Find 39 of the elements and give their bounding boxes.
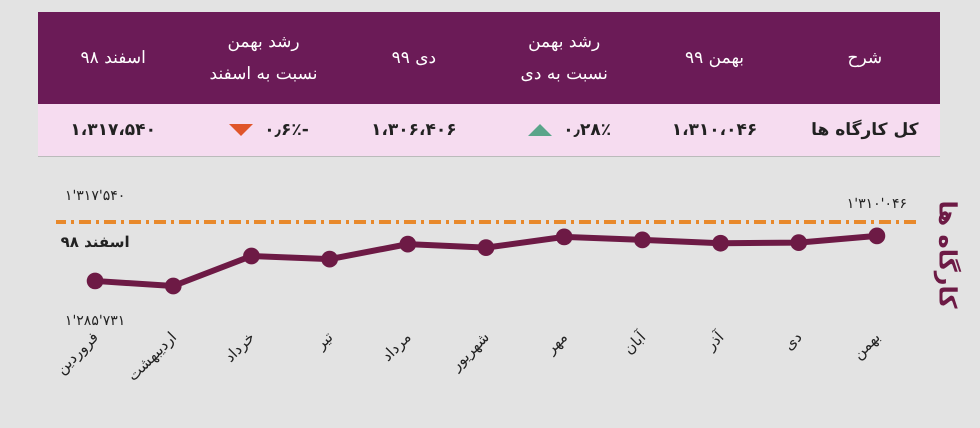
x-tick-label: بهمن [848, 328, 884, 363]
point [399, 236, 416, 252]
x-tick-label: آذر [700, 326, 728, 354]
ref-line-label: اسفند ۹۸ [60, 233, 130, 251]
text: دی ۹۹ [392, 48, 436, 68]
x-tick-label: اردیبهشت [124, 328, 180, 385]
point [790, 234, 808, 251]
text: -۰٫۶٪ [264, 120, 309, 140]
x-tick-label: آبان [618, 326, 650, 358]
x-tick-label: مرداد [378, 328, 415, 365]
text: ۱'۳۱۷'۵۴۰ [64, 188, 126, 204]
x-tick-label: شهریور [446, 328, 493, 375]
text: شرح [848, 48, 882, 68]
text: کل کارگاه ها [811, 120, 919, 140]
point [556, 228, 573, 246]
point [321, 250, 338, 268]
text: ۰٫۲۸٪ [563, 120, 612, 140]
point [868, 228, 886, 244]
text: اسفند ۹۸ [80, 48, 146, 68]
text: ۱،۳۱۰،۰۴۶ [672, 120, 758, 140]
x-tick-label: تیر [311, 328, 336, 354]
data-label: ۱'۳۱۰'۰۴۶ [846, 196, 908, 212]
text: بهمن ۹۹ [685, 48, 744, 68]
point [478, 239, 494, 256]
point [164, 278, 182, 294]
x-tick-label: فروردین [52, 328, 102, 378]
data-label: ۱'۲۸۵'۷۳۱ [64, 312, 126, 329]
x-tick-label: مهر [541, 328, 572, 358]
point [243, 248, 260, 264]
x-tick-label: خرداد [220, 328, 258, 366]
text: ۱،۳۰۶،۴۰۶ [371, 120, 457, 140]
point [634, 232, 651, 248]
point [86, 272, 104, 290]
point [712, 234, 729, 252]
text: رشد بهمن نسبت به دی [489, 12, 640, 104]
text: ۱،۳۱۷،۵۴۰ [70, 120, 156, 140]
x-tick-label: دی [780, 328, 806, 354]
y-axis-title: کارگاه ها [934, 200, 962, 309]
text: رشد بهمن نسبت به اسفند [188, 12, 339, 104]
